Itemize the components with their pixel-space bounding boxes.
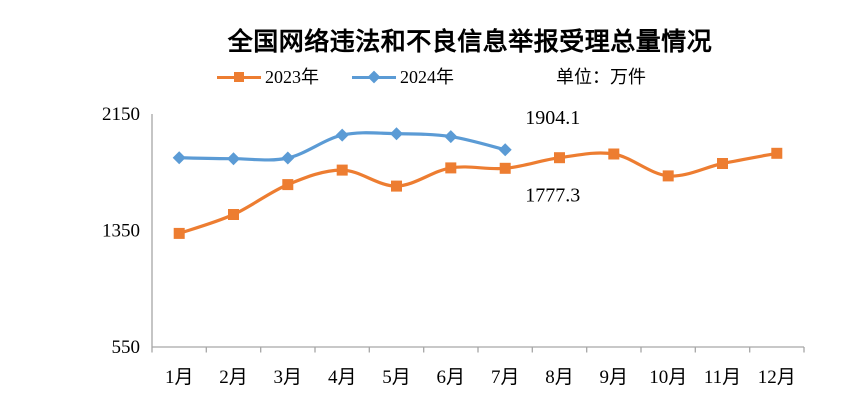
data-point-diamond bbox=[390, 127, 403, 141]
chart-title: 全国网络违法和不良信息举报受理总量情况 bbox=[227, 28, 713, 56]
legend-item-2023: 2023年 bbox=[217, 66, 319, 88]
data-point-square bbox=[771, 147, 783, 159]
data-point-square bbox=[173, 227, 185, 239]
x-axis-label: 10月 bbox=[649, 367, 687, 388]
data-point-square bbox=[336, 164, 348, 176]
unit-label: 单位：万件 bbox=[556, 67, 646, 87]
data-point-square bbox=[391, 180, 402, 192]
data-point-diamond bbox=[172, 151, 186, 165]
data-label-1777.3: 1777.3 bbox=[525, 184, 580, 206]
data-point-diamond bbox=[281, 151, 295, 165]
data-label-1904.1: 1904.1 bbox=[525, 107, 580, 129]
x-axis-label: 4月 bbox=[328, 367, 357, 388]
x-axis-label: 8月 bbox=[545, 367, 574, 388]
data-point-diamond bbox=[444, 130, 458, 144]
data-point-square bbox=[445, 162, 457, 174]
data-point-square bbox=[717, 158, 728, 169]
x-axis-label: 11月 bbox=[704, 367, 741, 388]
series-line-2023年 bbox=[177, 151, 779, 236]
legend-item-2024: 2024年 bbox=[352, 66, 454, 88]
data-point-diamond bbox=[227, 152, 240, 166]
x-axis-label: 9月 bbox=[600, 367, 629, 388]
data-point-diamond bbox=[335, 128, 349, 142]
data-point-square bbox=[499, 162, 511, 174]
y-axis-label: 550 bbox=[112, 337, 141, 358]
x-axis-label: 12月 bbox=[758, 367, 796, 388]
x-axis-label: 6月 bbox=[437, 367, 466, 388]
x-axis-label: 2月 bbox=[219, 367, 248, 388]
square-marker-icon bbox=[217, 72, 261, 82]
data-point-square bbox=[608, 148, 620, 160]
data-point-square bbox=[282, 179, 294, 191]
data-point-diamond bbox=[498, 143, 512, 157]
x-axis-label: 1月 bbox=[165, 367, 194, 388]
x-axis-label: 5月 bbox=[382, 367, 411, 388]
legend-label-2023: 2023年 bbox=[265, 67, 319, 87]
legend-label-2024: 2024年 bbox=[400, 67, 454, 87]
y-axis-label: 1350 bbox=[102, 221, 140, 242]
data-point-square bbox=[554, 152, 565, 164]
data-point-square bbox=[228, 209, 239, 220]
diamond-marker-icon bbox=[352, 70, 396, 84]
x-axis-label: 3月 bbox=[274, 367, 303, 388]
x-axis-label: 7月 bbox=[491, 367, 520, 388]
y-axis-label: 2150 bbox=[102, 104, 140, 125]
data-point-square bbox=[662, 170, 674, 182]
